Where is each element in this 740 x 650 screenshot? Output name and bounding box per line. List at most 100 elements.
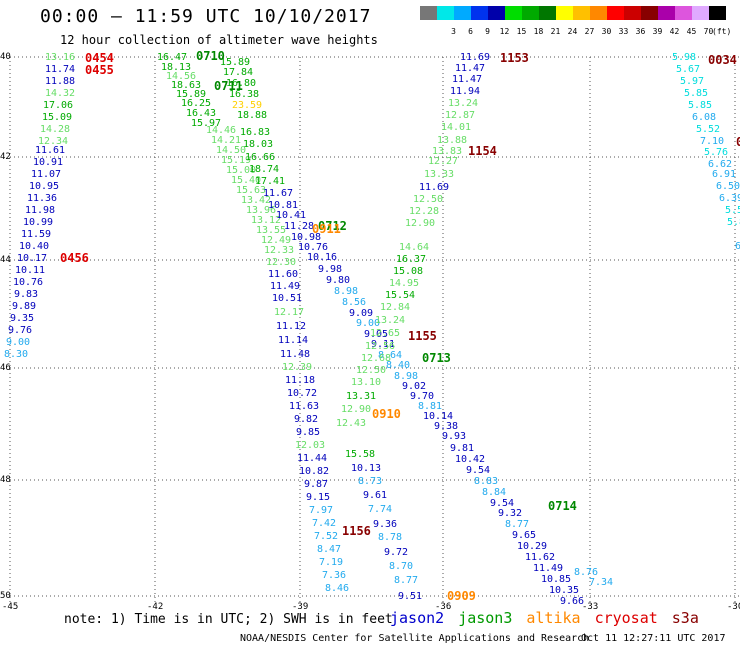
wave-height-value: 10.95 — [29, 181, 59, 192]
pass-time-label: 0455 — [85, 63, 114, 77]
wave-height-value: 9.93 — [442, 431, 466, 442]
wave-height-value: 18.74 — [249, 164, 279, 175]
color-scale-label: 36 — [635, 27, 646, 36]
wave-height-value: 15.89 — [176, 89, 206, 100]
wave-height-value: 11.12 — [276, 321, 306, 332]
wave-height-value: 13.16 — [45, 52, 75, 63]
wave-height-value: 16.80 — [226, 78, 256, 89]
pass-time-label: 0911 — [312, 222, 341, 236]
wave-height-value: 11.49 — [533, 563, 563, 574]
wave-height-value: 9.72 — [384, 547, 408, 558]
wave-height-value: 11.14 — [278, 335, 308, 346]
wave-height-value: 11.28 — [284, 221, 314, 232]
wave-height-value: 9.76 — [8, 325, 32, 336]
wave-height-value: 10.76 — [298, 242, 328, 253]
wave-height-value: 10.42 — [455, 454, 485, 465]
wave-height-value: 5.97 — [680, 76, 704, 87]
wave-height-value: 15.97 — [191, 118, 221, 129]
wave-height-value: 9.11 — [371, 339, 395, 350]
wave-height-value: 12.68 — [361, 353, 391, 364]
legend-entry-cryosat: cryosat — [594, 609, 658, 627]
wave-height-value: 7.52 — [314, 531, 338, 542]
wave-height-value: 8.47 — [317, 544, 341, 555]
pass-time-label: 0712 — [318, 219, 347, 233]
wave-height-value: 10.82 — [299, 466, 329, 477]
wave-height-value: 12.50 — [356, 365, 386, 376]
wave-height-value: 12.27 — [428, 156, 458, 167]
wave-height-value: 14.32 — [45, 88, 75, 99]
wave-height-value: 9.02 — [402, 381, 426, 392]
color-scale-label: 12 — [499, 27, 510, 36]
color-scale-label: 27 — [584, 27, 595, 36]
credit-text: NOAA/NESDIS Center for Satellite Applica… — [240, 633, 590, 644]
wave-height-value: 8.81 — [418, 401, 442, 412]
pass-time-label: 1156 — [342, 524, 371, 538]
wave-height-value: 11.60 — [268, 269, 298, 280]
wave-height-value: 5.52 — [696, 124, 720, 135]
color-scale-label: 6 — [468, 27, 473, 36]
wave-height-value: 6.50 — [716, 181, 740, 192]
wave-height-value: 12.34 — [38, 136, 68, 147]
wave-height-value: 7.19 — [319, 557, 343, 568]
color-swatch — [488, 6, 505, 20]
wave-height-value: 15.63 — [236, 185, 266, 196]
wave-height-value: 10.13 — [351, 463, 381, 474]
color-swatch — [539, 6, 556, 20]
color-swatch — [692, 6, 709, 20]
wave-height-value: 15.54 — [385, 290, 415, 301]
wave-height-value: 8.77 — [505, 519, 529, 530]
color-swatch — [675, 6, 692, 20]
wave-height-value: 9.83 — [14, 289, 38, 300]
longitude-tick-label: -33 — [582, 602, 599, 612]
wave-height-value: 13.12 — [251, 215, 281, 226]
color-swatch — [607, 6, 624, 20]
wave-height-value: 12.49 — [261, 235, 291, 246]
wave-height-value: 10.35 — [549, 585, 579, 596]
wave-height-value: 9.81 — [450, 443, 474, 454]
wave-height-value: 10.98 — [291, 232, 321, 243]
wave-height-value: 9.80 — [326, 275, 350, 286]
wave-height-value: 11.67 — [263, 188, 293, 199]
wave-height-value: 13.42 — [241, 195, 271, 206]
wave-height-value: 9.61 — [363, 490, 387, 501]
wave-height-value: 11.47 — [455, 63, 485, 74]
wave-height-value: 6.39 — [719, 193, 740, 204]
wave-height-value: 5.76 — [704, 147, 728, 158]
wave-height-value: 8.77 — [394, 575, 418, 586]
wave-height-value: 12.56 — [365, 341, 395, 352]
wave-height-value: 17.84 — [223, 67, 253, 78]
map-grid — [9, 56, 740, 605]
wave-height-value: 12.84 — [380, 302, 410, 313]
wave-height-value: 11.36 — [27, 193, 57, 204]
color-swatch — [573, 6, 590, 20]
wave-height-value: 12.90 — [405, 218, 435, 229]
wave-height-value: 8.73 — [358, 476, 382, 487]
wave-height-value: 11.98 — [25, 205, 55, 216]
color-swatch — [420, 6, 437, 20]
wave-height-value: 11.69 — [460, 52, 490, 63]
wave-height-value: 10.14 — [423, 411, 453, 422]
wave-height-labels: 13.1611.7411.8814.3217.0615.0914.2812.34… — [4, 52, 740, 607]
wave-height-value: 9.15 — [306, 492, 330, 503]
wave-height-value: 13.83 — [432, 146, 462, 157]
latitude-tick-label: 42 — [0, 152, 11, 162]
legend-entry-s3a: s3a — [671, 609, 699, 627]
wave-height-value: 9.35 — [10, 313, 34, 324]
wave-height-value: 13.31 — [346, 391, 376, 402]
legend-entry-altika: altika — [526, 609, 581, 627]
wave-height-value: 10.16 — [307, 252, 337, 263]
longitude-tick-label: -30 — [727, 602, 740, 612]
wave-height-value: 10.51 — [272, 293, 302, 304]
color-scale-label: 33 — [618, 27, 629, 36]
wave-height-value: 10.40 — [19, 241, 49, 252]
wave-height-value: 14.64 — [399, 242, 429, 253]
wave-height-value: 11.88 — [45, 76, 75, 87]
wave-height-value: 16.38 — [229, 89, 259, 100]
wave-height-value: 15.19 — [221, 155, 251, 166]
wave-height-value: 16.83 — [240, 127, 270, 138]
wave-height-value: 11.47 — [452, 74, 482, 85]
color-swatch — [471, 6, 488, 20]
wave-height-value: 15.89 — [220, 57, 250, 68]
wave-height-value: 11.94 — [450, 86, 480, 97]
